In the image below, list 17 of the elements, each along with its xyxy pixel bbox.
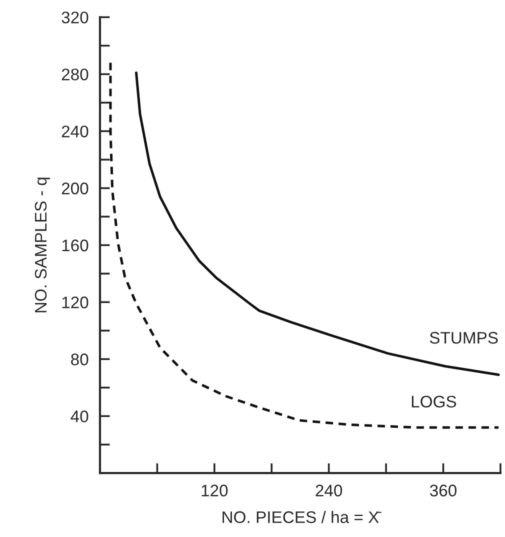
y-tick-label: 40 bbox=[70, 410, 88, 422]
line-series bbox=[134, 72, 500, 376]
y-tick-label: 320 bbox=[62, 12, 88, 24]
series-label: STUMPS bbox=[430, 332, 498, 344]
y-tick-label: 80 bbox=[71, 354, 88, 366]
y-tick-label: 240 bbox=[62, 126, 88, 138]
x-tick-label: 360 bbox=[430, 484, 456, 496]
x-tick-label: 120 bbox=[202, 484, 228, 496]
line-series bbox=[109, 62, 500, 429]
x-tick-label: 240 bbox=[316, 484, 342, 496]
y-axis-title: NO. SAMPLES - q bbox=[34, 178, 50, 312]
x-axis-title: NO. PIECES / ha = X̄ bbox=[222, 510, 382, 524]
y-tick-label: 200 bbox=[62, 182, 88, 194]
series-label: LOGS bbox=[412, 396, 456, 408]
y-tick-label: 160 bbox=[62, 240, 88, 252]
y-tick-label: 120 bbox=[62, 296, 88, 308]
y-tick-label: 280 bbox=[62, 68, 88, 80]
